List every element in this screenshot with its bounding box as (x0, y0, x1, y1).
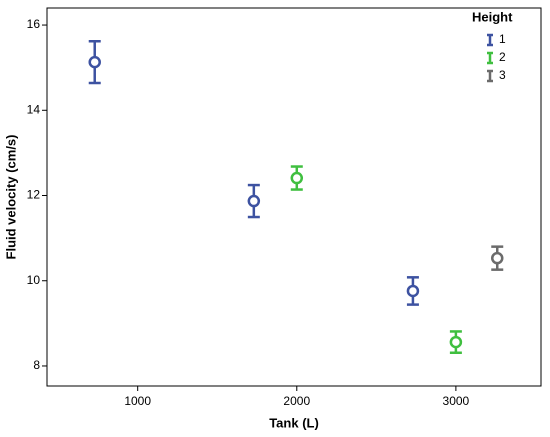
x-tick-label: 2000 (283, 394, 310, 408)
y-tick-label: 8 (33, 358, 40, 372)
legend-label: 3 (499, 68, 506, 82)
x-tick-label: 3000 (443, 394, 470, 408)
point (247, 194, 261, 208)
plot-frame (46, 7, 542, 387)
y-tick-label: 16 (27, 17, 41, 31)
legend-title: Height (472, 9, 513, 24)
point (406, 284, 420, 298)
y-tick-label: 10 (27, 273, 41, 287)
point (490, 251, 504, 265)
legend-label: 1 (499, 32, 506, 46)
x-axis-title: Tank (L) (269, 415, 319, 430)
legend-icon (487, 33, 493, 47)
x-tick-label: 1000 (124, 394, 151, 408)
legend-label: 2 (499, 50, 506, 64)
y-tick-label: 14 (27, 102, 41, 116)
y-tick-label: 12 (27, 188, 41, 202)
legend-icon (487, 69, 493, 83)
point (449, 335, 463, 349)
legend-icon (487, 51, 493, 65)
point (88, 55, 101, 69)
y-axis-title: Fluid velocity (cm/s) (3, 135, 18, 260)
point (290, 171, 304, 185)
